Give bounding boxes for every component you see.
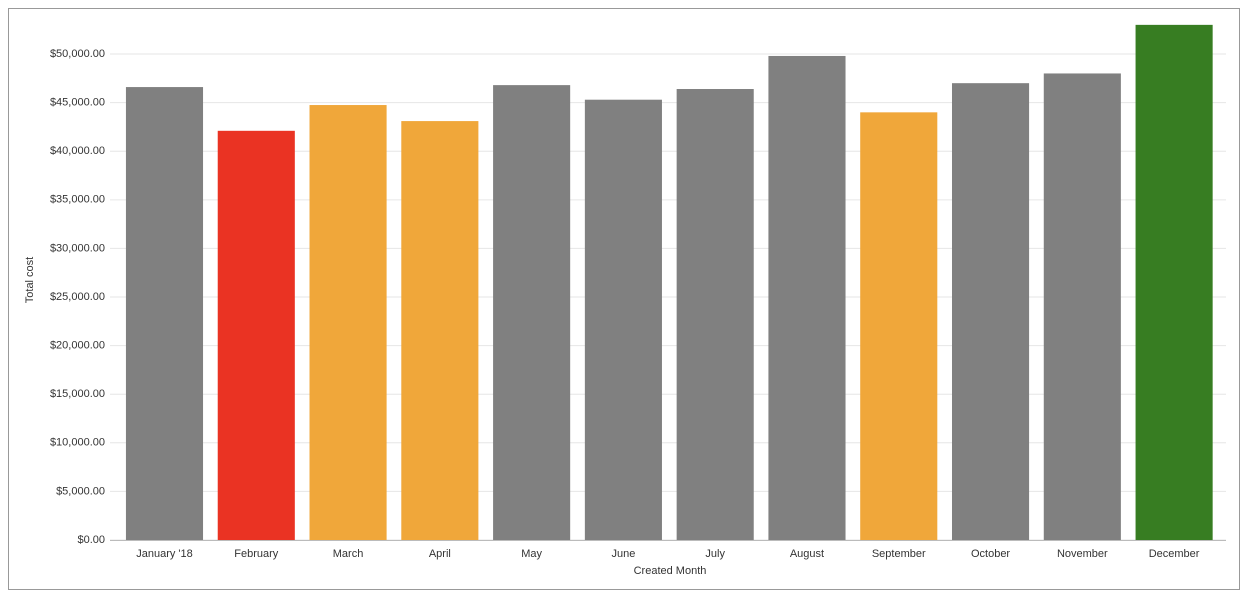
y-axis-title: Total cost [24,257,36,303]
x-axis-title: Created Month [634,565,707,577]
x-tick-label: March [333,548,364,560]
x-tick-label: January '18 [136,548,193,560]
bar [676,89,754,541]
y-tick-label: $40,000.00 [50,145,105,157]
y-tick-label: $10,000.00 [50,437,105,449]
y-tick-label: $25,000.00 [50,291,105,303]
x-tick-label: July [705,548,725,560]
bar [951,83,1030,541]
bar [493,85,571,541]
x-tick-label: May [521,548,542,560]
bar [584,99,662,541]
x-tick-label: February [234,548,279,560]
y-tick-label: $0.00 [77,534,105,546]
bar [309,105,387,541]
y-tick-label: $45,000.00 [50,97,105,109]
bar [768,55,846,540]
x-tick-label: December [1149,548,1200,560]
y-tick-label: $20,000.00 [50,340,105,352]
y-tick-label: $15,000.00 [50,388,105,400]
x-tick-label: November [1057,548,1108,560]
y-tick-label: $50,000.00 [50,48,105,60]
y-tick-label: $30,000.00 [50,242,105,254]
bar [401,121,479,541]
x-tick-label: September [872,548,926,560]
x-tick-label: October [971,548,1010,560]
x-tick-label: August [790,548,824,560]
bar [1135,24,1213,541]
bar [217,130,295,540]
bar [1043,73,1121,540]
bar [860,112,938,540]
y-tick-label: $5,000.00 [56,485,105,497]
bar [125,87,204,540]
y-tick-label: $35,000.00 [50,194,105,206]
x-tick-label: June [611,548,635,560]
x-tick-label: April [429,548,451,560]
